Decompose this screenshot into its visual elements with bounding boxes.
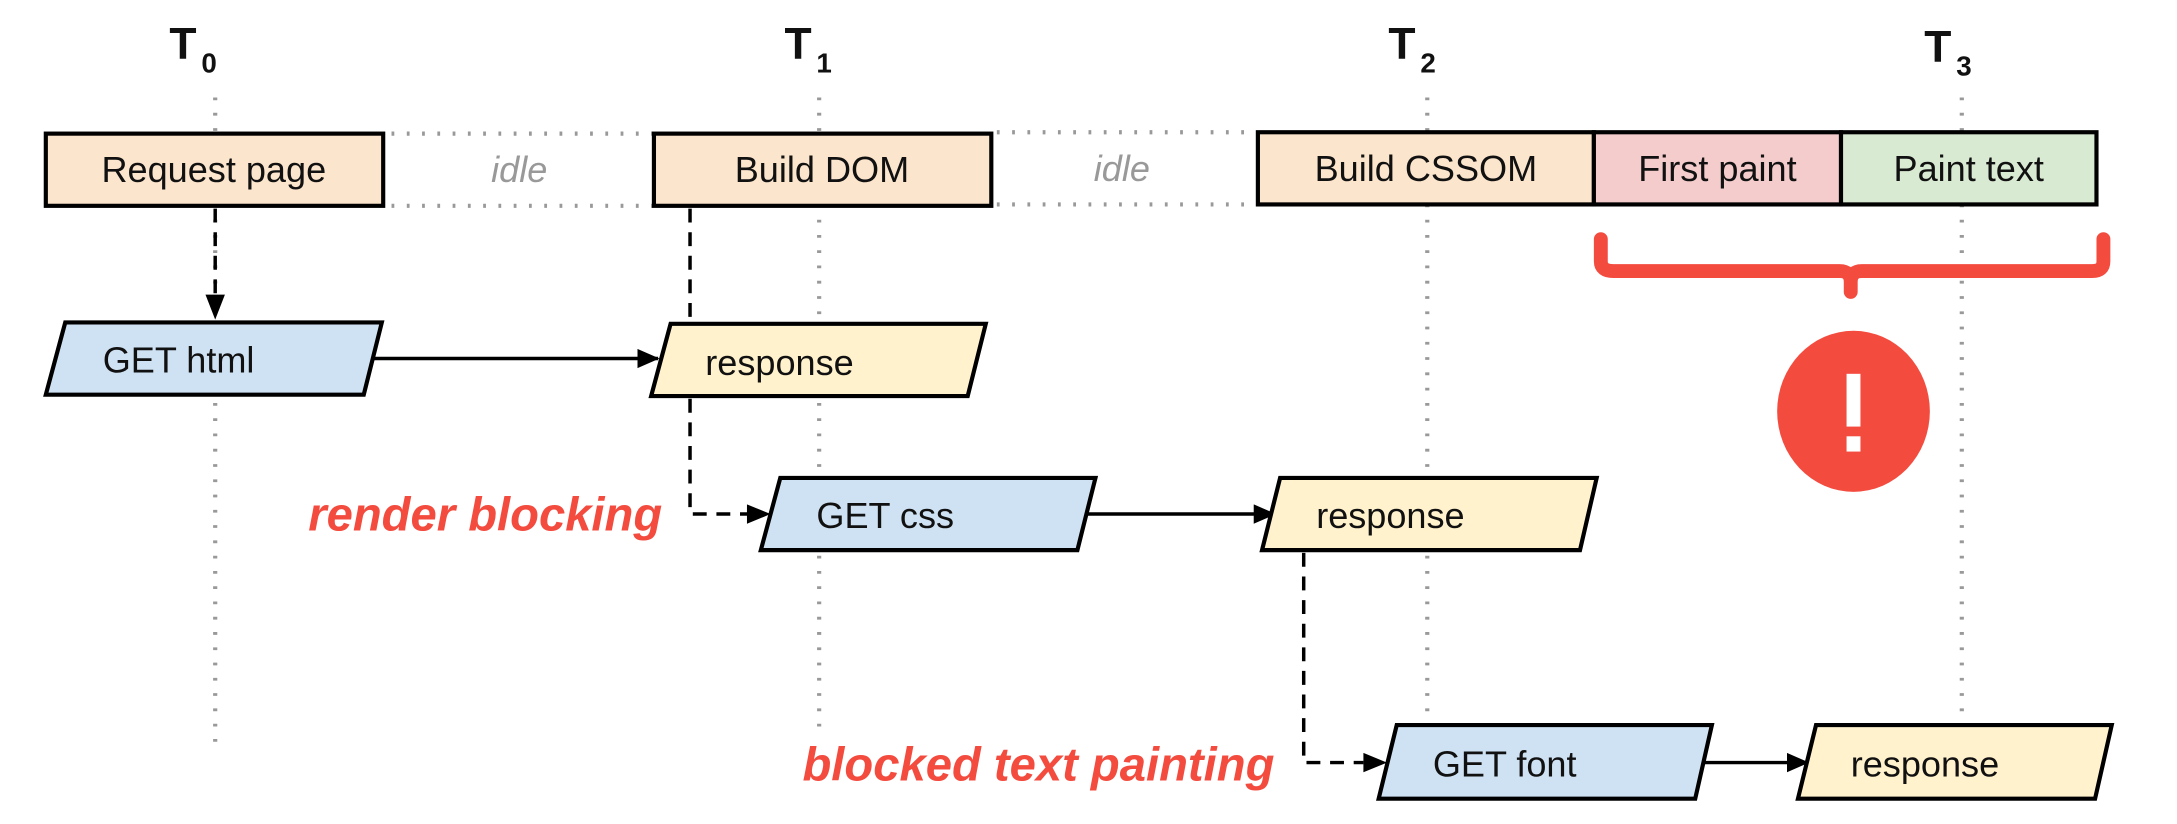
t-label: T [1924,22,1951,71]
request-label: GET html [103,339,255,380]
task-label: Request page [101,149,326,190]
idle-label: idle [491,149,547,190]
t-label: T [169,20,196,69]
task-label: First paint [1638,148,1796,189]
html-response [648,321,989,399]
idle-label: idle [1094,148,1150,189]
task-label: Build DOM [735,149,909,190]
task-paint-text [1838,130,2099,207]
css-response [1259,475,1600,553]
get-css-request [758,475,1099,553]
exclamation-dot [1846,436,1861,452]
request-label: GET css [816,495,954,536]
t-label: T [784,20,811,69]
t-sub: 1 [816,48,831,79]
task-label: Paint text [1894,148,2044,189]
t-sub: 0 [201,48,216,79]
exclamation-icon [1777,330,1930,492]
get-font-request [1376,723,1715,801]
response-label: response [705,342,853,383]
arrowhead [205,294,225,320]
task-label: Build CSSOM [1315,148,1538,189]
request-label: GET font [1433,743,1577,784]
response-label: response [1316,495,1464,536]
task-first-paint [1591,130,1844,207]
brace-icon [1593,232,2111,299]
task-build-dom [651,131,994,208]
exclamation-bar [1846,373,1861,427]
render-blocking-label: render blocking [308,489,662,542]
dependency-arrow [1301,552,1364,765]
task-request-page [43,131,386,208]
t-label: T [1388,20,1415,69]
arrowhead [1363,752,1388,773]
t-sub: 3 [1956,50,1971,81]
blocked-text-painting-label: blocked text painting [802,739,1274,792]
arrowhead [746,504,771,524]
response-label: response [1851,743,1999,784]
dependency-arrow [688,208,750,516]
get-html-request [43,320,385,397]
font-response [1795,723,2115,801]
t-sub: 2 [1420,48,1435,79]
